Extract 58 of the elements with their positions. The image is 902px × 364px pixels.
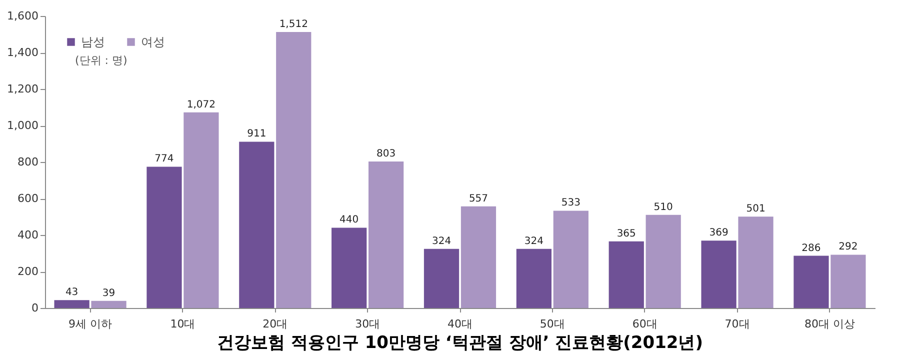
data-label: 803 (376, 148, 396, 160)
data-label: 324 (524, 236, 544, 247)
x-tick-label: 80대 이상 (804, 318, 855, 330)
y-tick-label: 1,000 (7, 119, 38, 132)
bar (332, 228, 367, 308)
y-tick-label: 1,200 (7, 82, 38, 96)
text: 건강보험 적용인구 10만명당 ‘턱관절 장애’ 진료현황(2012년) (216, 333, 704, 353)
x-tick-label: 50대 (540, 318, 565, 330)
bar (424, 248, 460, 308)
y-tick-label: 600 (18, 192, 38, 205)
data-label: 324 (432, 236, 452, 247)
data-label: 557 (468, 193, 488, 204)
bar (184, 112, 219, 308)
y-tick-label: 400 (18, 228, 38, 242)
data-label: 292 (838, 242, 858, 253)
annotation: (단위 : 명) (75, 54, 128, 67)
y-tick-label: 800 (18, 156, 38, 168)
data-label: 365 (616, 228, 636, 240)
y-tick-label: 1,600 (7, 10, 38, 22)
bar (516, 248, 552, 308)
data-label: 911 (247, 128, 266, 140)
x-tick-label: 9세 이하 (68, 318, 112, 330)
bar (54, 300, 90, 308)
bar (368, 161, 404, 308)
legend-label: 여성 (141, 35, 165, 49)
data-label: 440 (340, 214, 359, 226)
y-tick-label: 200 (18, 265, 38, 278)
x-tick-label: 70대 (724, 318, 750, 330)
data-label: 286 (802, 242, 821, 254)
bar (608, 241, 644, 308)
bar (738, 216, 774, 308)
legend-label: 남성 (81, 35, 105, 49)
data-label: 533 (561, 198, 580, 209)
x-tick-label: 30대 (355, 318, 380, 330)
bar (830, 254, 866, 308)
bar (701, 240, 736, 308)
bar (460, 206, 496, 308)
x-tick-label: 60대 (632, 318, 658, 330)
x-tick-label: 10대 (170, 318, 196, 330)
bar (146, 166, 182, 308)
data-label: 369 (709, 228, 728, 239)
data-label: 39 (102, 288, 116, 299)
bar (91, 300, 126, 308)
bar (646, 214, 681, 308)
bar (794, 256, 829, 308)
data-label: 1,072 (186, 99, 216, 110)
y-tick-label: 1,400 (7, 46, 38, 59)
bar (239, 142, 274, 308)
x-tick-label: 40대 (448, 318, 472, 330)
data-label: 510 (654, 202, 673, 213)
bar (553, 210, 588, 308)
y-tick-label: 0 (32, 302, 38, 314)
data-label: 501 (746, 204, 766, 215)
x-tick-label: 20대 (262, 318, 288, 330)
data-label: 774 (154, 154, 174, 165)
data-label: 1,512 (279, 19, 308, 30)
data-label: 43 (65, 287, 78, 298)
bar (276, 32, 312, 308)
